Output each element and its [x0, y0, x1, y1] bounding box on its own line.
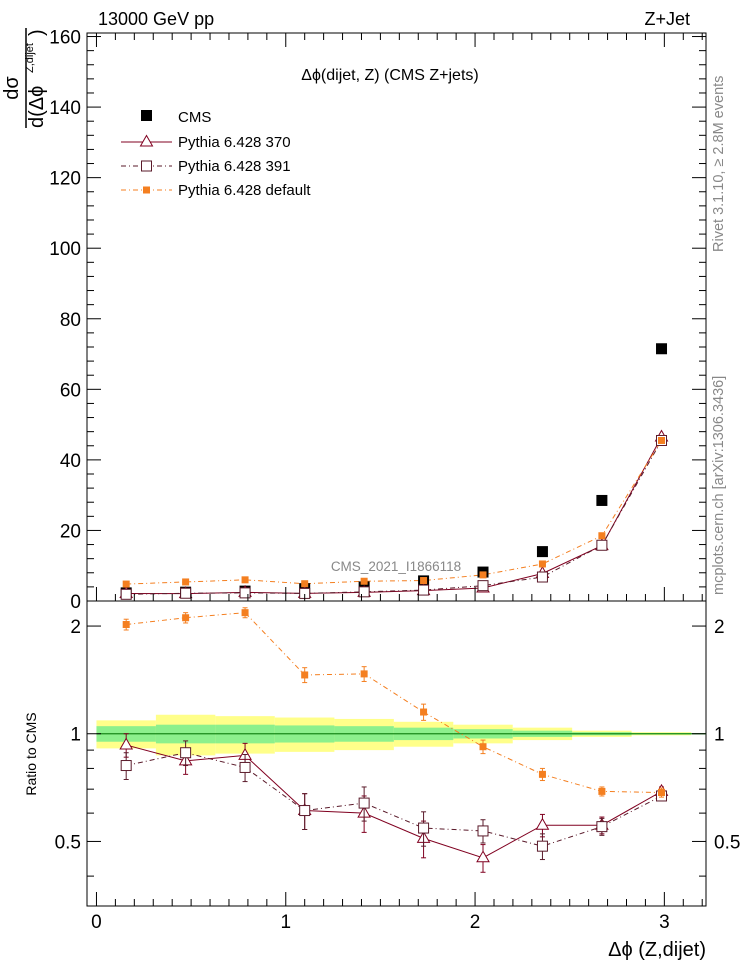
series-point-default [658, 436, 666, 444]
ratio-point-391 [418, 822, 430, 834]
cms-data-point [536, 546, 548, 558]
series-line-391 [126, 440, 662, 595]
ratio-point-391 [536, 840, 548, 852]
legend-label-370: Pythia 6.428 370 [178, 134, 291, 151]
ratio-point-391 [239, 761, 251, 773]
ratio-point-default [182, 614, 190, 622]
ratio-y-tick-label-right: 2 [714, 617, 725, 638]
legend-marker-370 [139, 134, 154, 147]
series-point-391 [596, 539, 608, 551]
series-point-default [420, 577, 428, 585]
y-axis-label: dσ d(Δϕ Z,dijet ) [1, 28, 48, 128]
series-point-default [122, 580, 130, 588]
y-tick-label: 120 [49, 169, 81, 190]
main-y-axis: 0 20 40 60 80 100 120 140 160 [49, 28, 706, 613]
series-point-default [598, 532, 606, 540]
series-point-391 [120, 588, 132, 600]
ratio-point-370 [535, 817, 550, 830]
ratio-point-370 [119, 737, 134, 750]
series-line-370 [126, 436, 662, 595]
series-point-default [241, 576, 249, 584]
ratio-point-370 [476, 850, 490, 863]
ratio-point-default [360, 670, 368, 678]
x-tick-label: 0 [91, 912, 102, 933]
series-point-391 [239, 587, 251, 599]
y-tick-label: 80 [60, 310, 81, 331]
header-right: Z+Jet [644, 9, 690, 29]
ratio-point-391 [596, 821, 608, 833]
legend-marker-391 [141, 160, 152, 172]
series-point-default [182, 578, 190, 586]
y-tick-label: 0 [70, 592, 81, 613]
series-point-default [538, 560, 546, 568]
ylabel-denominator: d(Δϕ [26, 86, 48, 128]
ratio-point-default [122, 621, 130, 629]
ratio-y-tick-label: 2 [70, 617, 81, 638]
ratio-point-default [538, 770, 546, 778]
series-point-391 [477, 580, 489, 592]
ratio-point-default [658, 789, 666, 797]
rivet-label: Rivet 3.1.10, ≥ 2.8M events [711, 76, 727, 252]
y-tick-label: 20 [60, 521, 81, 542]
ratio-point-391 [299, 805, 311, 817]
x-tick-label: 2 [470, 912, 481, 933]
ratio-panel-frame [86, 600, 707, 907]
legend-label-391: Pythia 6.428 391 [178, 158, 291, 175]
ylabel-numerator: dσ [1, 76, 23, 100]
source-label: mcplots.cern.ch [arXiv:1306.3436] [711, 376, 727, 595]
y-tick-label: 40 [60, 451, 81, 472]
ratio-y-tick-label: 0.5 [55, 832, 81, 853]
ratio-point-391 [180, 747, 192, 759]
series-point-default [301, 580, 309, 588]
ratio-line-default [126, 612, 662, 794]
legend-label-default: Pythia 6.428 default [178, 182, 311, 199]
ratio-point-default [241, 609, 249, 617]
series-point-default [479, 571, 487, 579]
ratio-y-tick-label-right: 1 [714, 725, 725, 746]
ratio-point-391 [477, 825, 489, 837]
ratio-point-default [420, 708, 428, 716]
ratio-y-tick-label-right: 0.5 [714, 832, 740, 853]
chart-title: Δϕ(dijet, Z) (CMS Z+jets) [301, 67, 478, 84]
ratio-point-default [301, 671, 309, 679]
legend: CMS Pythia 6.428 370 Pythia 6.428 391 Py… [121, 109, 311, 199]
main-plot-area [119, 343, 669, 600]
ratio-point-391 [120, 760, 132, 772]
ylabel-subscript: Z,dijet [24, 43, 36, 73]
header-left: 13000 GeV pp [98, 9, 214, 29]
ylabel-close-paren: ) [26, 29, 48, 36]
y-tick-label: 160 [49, 28, 81, 49]
ratio-y-label: Ratio to CMS [23, 712, 39, 795]
legend-marker-default [143, 186, 150, 194]
cms-data-point [656, 343, 668, 355]
x-tick-label: 1 [280, 912, 291, 933]
series-point-default [360, 577, 368, 585]
y-tick-label: 100 [49, 239, 81, 260]
ratio-line-370 [126, 744, 662, 859]
legend-label-cms: CMS [178, 109, 211, 126]
cms-data-point [596, 494, 608, 506]
ratio-point-default [598, 787, 606, 795]
series-point-391 [358, 586, 370, 598]
analysis-id: CMS_2021_I1866118 [331, 559, 461, 574]
ratio-plot-area [96, 607, 706, 873]
y-tick-label: 60 [60, 380, 81, 401]
ratio-point-391 [358, 797, 370, 809]
x-axis-label: Δϕ (Z,dijet) [608, 939, 706, 961]
x-axis: 0 1 2 3 [91, 33, 703, 933]
series-line-default [126, 440, 662, 585]
series-point-391 [418, 584, 430, 596]
series-point-391 [536, 571, 548, 583]
series-point-391 [180, 587, 192, 599]
ratio-point-default [479, 743, 487, 751]
legend-marker-cms [141, 110, 152, 121]
ratio-line-391 [126, 752, 662, 847]
x-tick-label: 3 [659, 912, 670, 933]
ratio-y-tick-label: 1 [70, 725, 81, 746]
y-tick-label: 140 [49, 98, 81, 119]
ratio-y-axis: 0.5 0.5 1 1 2 2 [55, 617, 740, 877]
